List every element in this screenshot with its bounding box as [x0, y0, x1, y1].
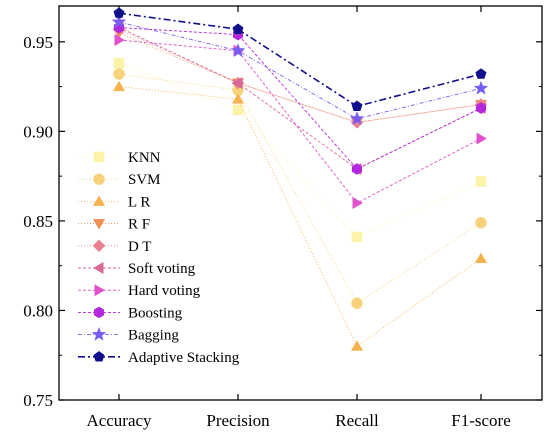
legend-item: D T: [78, 239, 151, 255]
series-line: [118, 27, 482, 170]
series-bagging: [111, 14, 489, 126]
legend-label: D T: [128, 239, 151, 255]
y-tick-label: 0.75: [23, 391, 53, 410]
y-axis: 0.75 0.80 0.85 0.90 0.95: [23, 33, 542, 410]
legend-label: Soft voting: [128, 261, 196, 277]
series-d-t: [112, 22, 488, 129]
data-point: [475, 216, 487, 229]
legend-label: R F: [128, 217, 150, 233]
data-point: [113, 68, 125, 80]
legend-item: Hard voting: [78, 283, 201, 299]
data-point: [351, 297, 363, 310]
data-point: [475, 102, 487, 114]
data-point: [475, 176, 487, 187]
legend-marker: [93, 151, 105, 163]
legend-label: Boosting: [128, 305, 183, 321]
legend-label: Bagging: [128, 328, 179, 344]
data-point: [351, 100, 363, 111]
legend-marker: [92, 219, 106, 230]
series-line: [118, 39, 482, 204]
series-r-f: [112, 28, 488, 129]
data-point: [349, 111, 365, 126]
data-point: [230, 43, 246, 58]
data-point: [111, 14, 127, 29]
data-point: [113, 7, 125, 18]
x-axis: Accuracy Precision Recall F1-score: [86, 6, 511, 430]
legend-marker: [92, 239, 106, 253]
data-point: [350, 340, 364, 351]
x-tick-label: Recall: [335, 411, 379, 430]
legend-item: Bagging: [78, 326, 179, 344]
legend-marker: [94, 284, 105, 297]
series-svm: [113, 68, 487, 310]
series-line: [118, 28, 482, 123]
series-line: [118, 21, 482, 120]
series-l-r: [112, 80, 488, 351]
legend-label: KNN: [128, 150, 161, 166]
legend-item: R F: [78, 217, 150, 233]
legend-item: KNN: [78, 150, 161, 166]
series-line: [118, 32, 482, 123]
legend-item: L R: [78, 194, 150, 210]
series-layer: [111, 7, 489, 351]
y-tick-label: 0.90: [23, 122, 53, 141]
data-point: [352, 196, 363, 210]
legend-marker: [92, 195, 106, 206]
data-point: [113, 58, 125, 69]
series-line: [118, 12, 482, 108]
legend-item: Adaptive Stacking: [78, 350, 240, 366]
legend-marker: [93, 173, 105, 185]
x-tick-label: Precision: [206, 411, 270, 430]
legend-marker: [91, 326, 107, 341]
legend: KNN SVM L R R F D T Soft voting Hard voting Boo…: [78, 150, 240, 366]
legend-label: Hard voting: [128, 283, 201, 299]
series-hard-voting: [114, 33, 487, 210]
legend-label: SVM: [128, 172, 161, 188]
y-tick-label: 0.80: [23, 301, 53, 320]
data-point: [112, 80, 126, 92]
x-tick-label: Accuracy: [86, 411, 152, 430]
data-point: [232, 23, 244, 34]
legend-label: Adaptive Stacking: [128, 350, 240, 366]
data-point: [473, 80, 489, 95]
y-tick-label: 0.85: [23, 212, 53, 231]
x-tick-label: F1-score: [451, 411, 510, 430]
legend-marker: [93, 306, 105, 319]
series-line: [118, 62, 482, 238]
series-knn: [113, 58, 487, 243]
y-tick-label: 0.95: [23, 33, 53, 52]
data-point: [351, 231, 363, 243]
data-point: [232, 104, 244, 116]
data-point: [232, 76, 243, 90]
legend-item: Soft voting: [78, 261, 196, 277]
plot-frame: [58, 5, 543, 401]
legend-marker: [93, 261, 104, 275]
data-point: [474, 252, 488, 264]
series-line: [118, 27, 482, 170]
legend-label: L R: [128, 194, 150, 210]
data-point: [475, 68, 487, 79]
data-point: [351, 163, 363, 175]
legend-item: SVM: [78, 172, 161, 188]
series-line: [118, 73, 482, 304]
data-point: [114, 33, 125, 47]
data-point: [476, 132, 487, 145]
legend-item: Boosting: [78, 305, 183, 321]
series-adaptive-stacking: [113, 7, 487, 111]
data-point: [231, 93, 245, 104]
legend-marker: [93, 350, 105, 362]
